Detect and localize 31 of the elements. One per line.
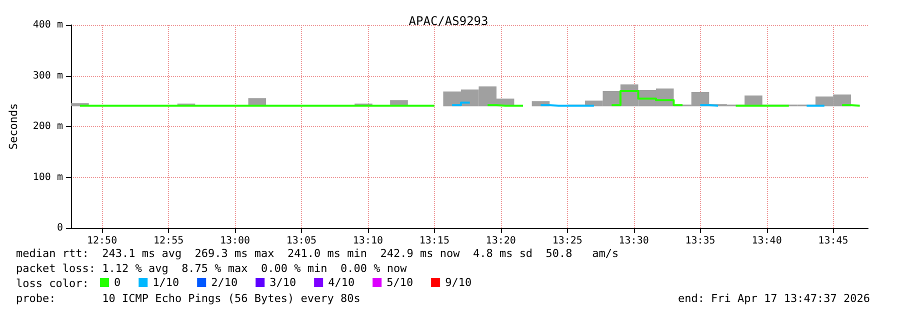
x-tick-label: 13:35 [685,236,716,246]
x-tick-label: 13:10 [352,236,384,246]
y-tick-label: 200 m [32,121,63,132]
legend-label: 2/10 [211,276,238,289]
x-tick-label: 13:05 [286,236,316,246]
chart-title: APAC/AS9293 [408,14,488,28]
x-tick-label: 13:20 [486,236,516,246]
text: end: Fri Apr 17 13:47:37 2026 [678,292,870,305]
y-tick-label: 100 m [32,172,63,183]
y-tick-label: 400 m [32,20,63,30]
legend-label: 5/10 [386,276,414,289]
y-tick-label: 300 m [32,70,63,82]
x-tick-label: 13:25 [552,236,582,246]
text: packet loss: 1.12 % avg 8.75 % max 0.00 % min 0.00 % now [16,262,408,275]
legend-label: 9/10 [445,276,472,289]
x-tick-label: 13:45 [818,236,848,246]
text: median rtt: 243.1 ms avg 269.3 ms max 241.0 ms min 242.9 ms now 4.8 ms sd 50.8 am/s [16,247,619,260]
y-tick-label: 0 [56,222,63,234]
x-tick-label: 13:00 [220,236,250,246]
legend-label: 4/10 [328,276,355,289]
x-tick-label: 12:50 [86,236,118,246]
legend-label: 1/10 [152,276,180,289]
y-axis-title: Seconds [7,103,20,150]
x-tick-label: 13:15 [419,236,450,246]
legend-label: 0 [114,276,121,289]
legend-title: loss color: [16,277,89,290]
x-tick-label: 13:40 [752,236,782,246]
x-tick-label: 13:30 [618,236,649,246]
text: probe: 10 ICMP Echo Pings (56 Bytes) every 80s [16,292,360,305]
x-tick-label: 12:55 [153,236,184,246]
legend-label: 3/10 [270,276,296,289]
